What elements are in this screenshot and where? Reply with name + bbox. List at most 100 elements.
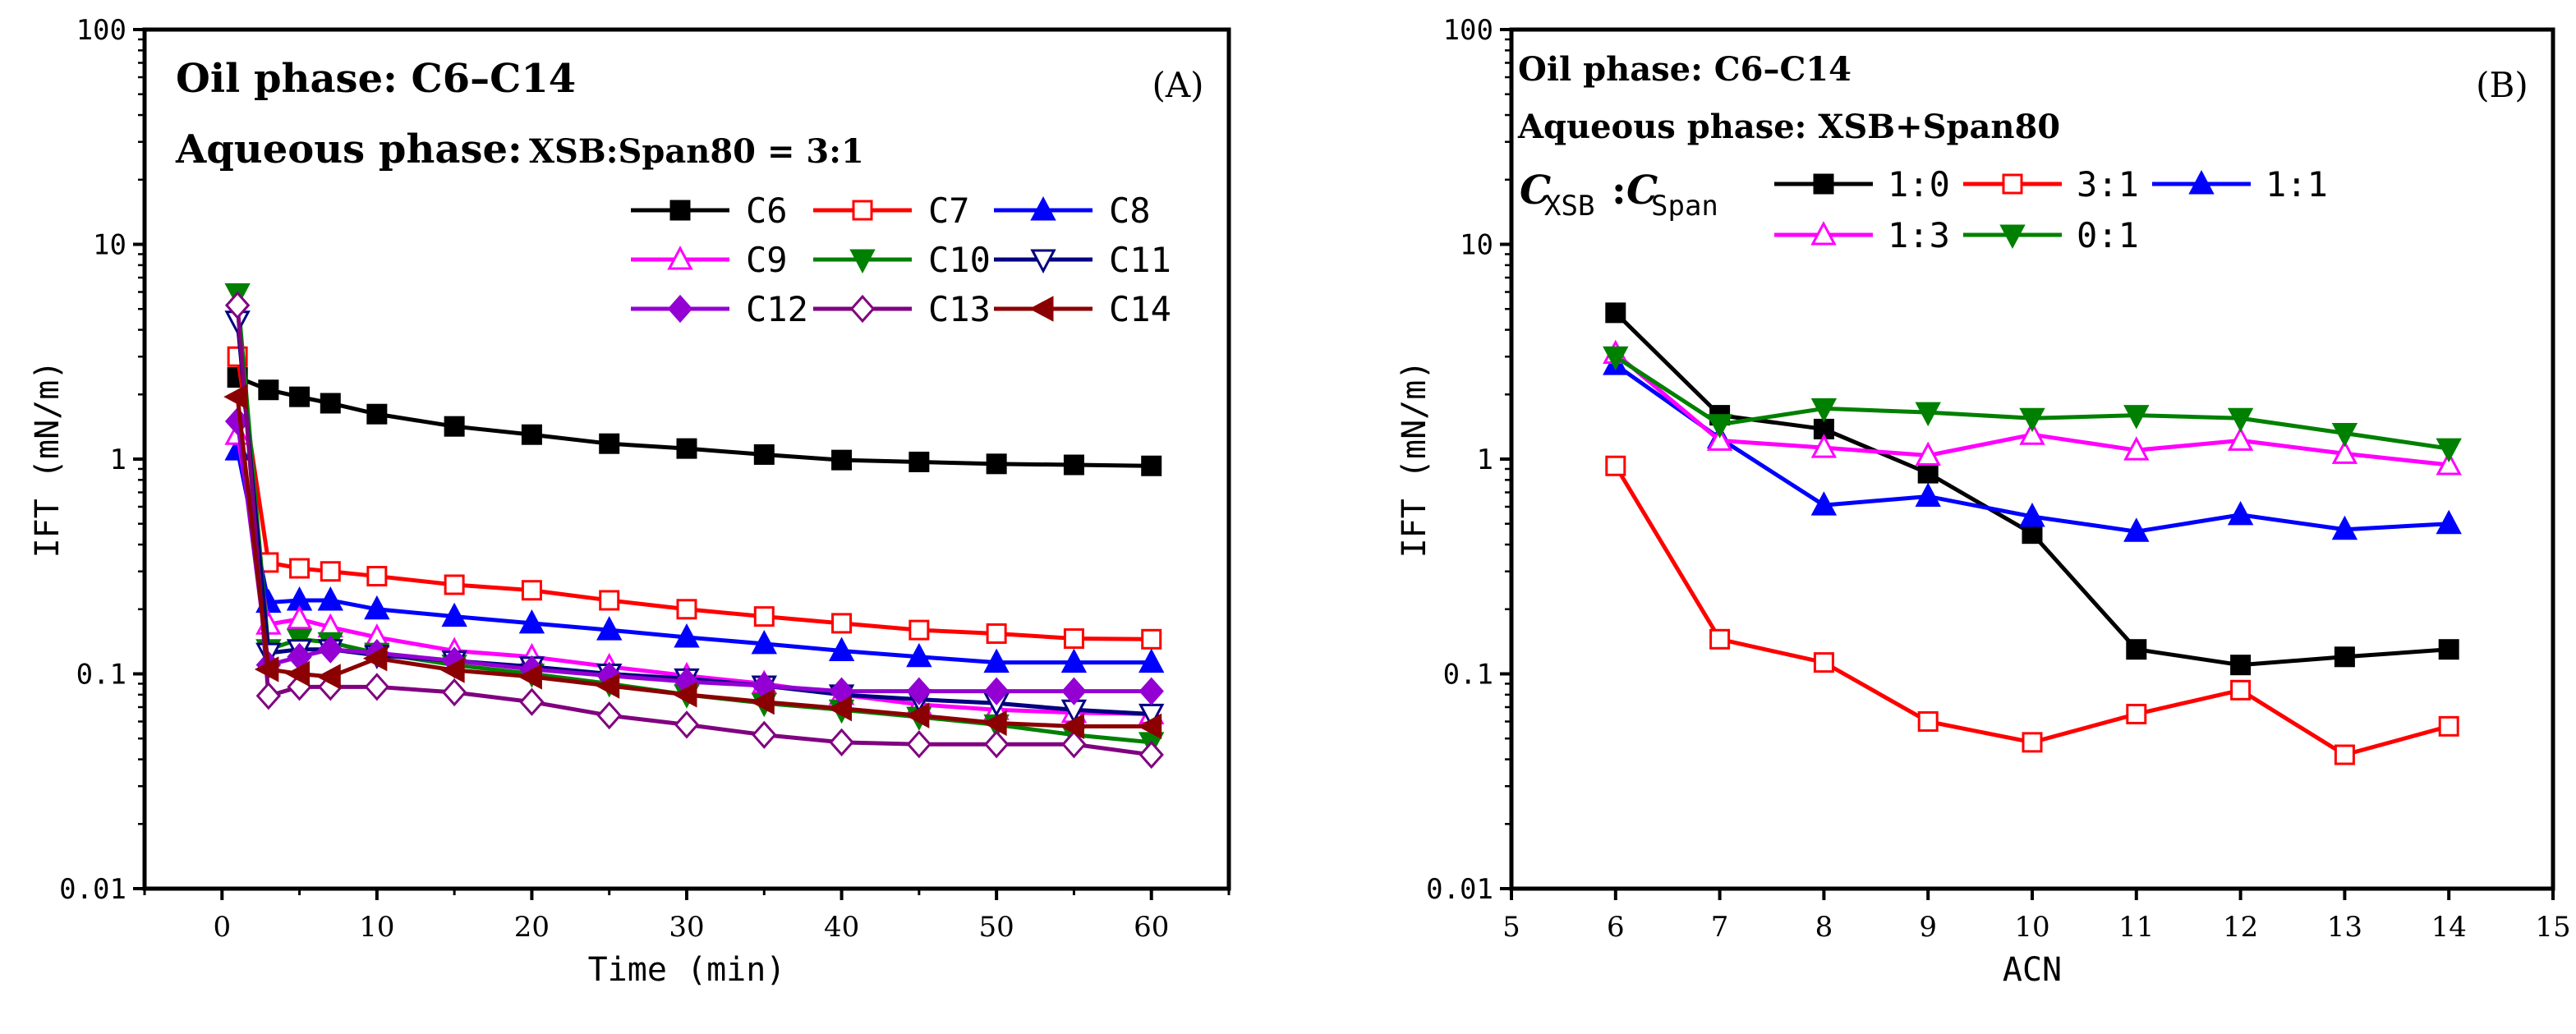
panel-b-x-tick-label: 11 (2118, 911, 2154, 944)
panel-b-series-0-1 (1603, 346, 2462, 463)
ratio-colon: : (1612, 168, 1626, 214)
panel-a-legend-marker (1030, 196, 1056, 221)
panel-a-data-point (258, 379, 279, 401)
panel-a-data-point (1138, 740, 1164, 770)
panel-a-y-tick-label: 0.1 (76, 659, 126, 692)
panel-b-data-point (2019, 407, 2045, 433)
panel-b-chart: 5 6 7 8 9 10 11 12 13 14 15 0.01 0.1 1 10 100 ACN IFT (mN… (1396, 14, 2571, 989)
panel-b-x-tick-label: 10 (2014, 911, 2049, 944)
panel-a-data-point (908, 619, 930, 641)
ratio-span-subscript: Span (1651, 190, 1718, 223)
panel-a-legend-marker (849, 249, 876, 273)
panel-a-data-point (1137, 713, 1162, 740)
panel-b-data-point (2334, 646, 2355, 668)
panel-a-data-point (444, 574, 465, 595)
panel-a-data-point (752, 720, 777, 749)
panel-b-legend-label: 1:1 (2266, 164, 2328, 205)
panel-a-data-point (286, 604, 313, 630)
panel-b-y-tick-label: 10 (1460, 229, 1493, 262)
panel-a-data-point (320, 393, 341, 414)
panel-b-data-point (2230, 655, 2252, 676)
panel-a-legend-label: C9 (746, 240, 788, 280)
panel-a-legend-entry: C10 (813, 240, 991, 280)
panel-a-series-c14 (223, 384, 1162, 740)
panel-a-legend-label: C8 (1109, 191, 1151, 231)
panel-b-data-point (1603, 346, 1629, 371)
panel-a-data-point (521, 580, 542, 601)
panel-a-data-point (906, 677, 932, 705)
panel-b-legend-entry: 1:3 (1774, 215, 1950, 255)
panel-b-data-point (2019, 420, 2045, 445)
panel-a-data-point (827, 695, 853, 722)
panel-a-legend-label: C11 (1109, 240, 1171, 280)
panel-a-data-point (254, 656, 279, 682)
panel-b-data-point (1915, 482, 1941, 507)
panel-a-legend-entry: C12 (631, 289, 808, 329)
panel-a-data-point (982, 710, 1007, 737)
panel-b-y-tick-label: 0.01 (1426, 873, 1493, 906)
panel-a-data-point (599, 590, 620, 611)
panel-b-y-tick-label: 1 (1477, 443, 1493, 476)
panel-b-series-1-0 (1605, 302, 2459, 676)
panel-a-x-axis-label: Time (min) (588, 951, 786, 989)
panel-b-legend-label: 1:3 (1888, 215, 1950, 255)
panel-a-legend-label: C13 (928, 289, 991, 329)
panel-a-data-point (983, 730, 1010, 759)
panel-a-data-point (1060, 713, 1084, 740)
panel-a-y-tick-label: 100 (76, 14, 126, 47)
panel-a-legend-entry: C11 (994, 240, 1171, 280)
panel-a-data-point (1063, 454, 1084, 476)
panel-a-data-point (1061, 677, 1087, 705)
panel-a-x-tick-label: 20 (514, 911, 550, 944)
panel-a-legend-entry: C7 (813, 191, 970, 231)
panel-a-legend-marker (669, 200, 691, 221)
panel-a-data-point (440, 657, 465, 683)
panel-a-data-point (318, 635, 343, 664)
panel-b-data-point (1706, 426, 1733, 451)
panel-b-legend-marker (2188, 170, 2215, 195)
panel-a-data-point (1063, 628, 1084, 650)
panel-b-data-point (2123, 405, 2150, 430)
panel-a-data-point (521, 424, 542, 445)
panel-a-legend-marker (667, 294, 693, 324)
panel-a-data-point (285, 660, 310, 687)
panel-a-data-point (673, 682, 697, 708)
panel-a-data-point (441, 602, 467, 627)
panel-a-legend-label: C7 (928, 191, 970, 231)
panel-a-legend-marker (667, 246, 693, 270)
panel-a-data-point (986, 623, 1007, 644)
panel-a-data-point (255, 682, 282, 710)
panel-b-data-point (1605, 455, 1626, 476)
panel-a-legend-label: C14 (1109, 289, 1171, 329)
panel-a-data-point (1138, 648, 1165, 673)
panel-a-data-point (316, 664, 341, 690)
panel-a-data-point (596, 616, 623, 641)
panel-a-y-tick-label: 10 (93, 229, 126, 262)
panel-a-data-point (676, 438, 697, 459)
panel-b-series-1-1 (1603, 351, 2462, 542)
panel-b-x-tick-label: 8 (1815, 911, 1833, 944)
panel-b-data-point (2227, 426, 2254, 451)
panel-b-data-point (1915, 441, 1941, 466)
panel-b-data-point (1813, 652, 1834, 673)
panel-a-series-c7 (227, 346, 1162, 650)
panel-b-legend-entry: 1:0 (1774, 164, 1950, 205)
panel-b-data-point (2331, 515, 2358, 540)
panel-b-data-point (1810, 491, 1838, 516)
panel-a-data-point (1141, 455, 1162, 476)
panel-a-data-point (751, 629, 777, 655)
panel-a-legend-entry: C13 (813, 289, 991, 329)
panel-a-data-point (753, 443, 775, 465)
panel-a-data-point (986, 453, 1007, 475)
panel-a-chart: 0 10 20 30 40 50 60 0.01 0.1 1 10 100 Time (min) IFT … (29, 14, 1231, 989)
panel-a-series-c6 (227, 367, 1162, 476)
panel-b-data-point (2438, 639, 2459, 660)
panel-b-oil-phase-label: Oil phase: C6–C14 (1518, 50, 1852, 89)
panel-a-data-point (1141, 628, 1162, 650)
panel-b-data-point (2123, 436, 2150, 461)
panel-a-data-point (595, 673, 620, 699)
panel-b-data-point (1706, 414, 1733, 439)
panel-a-data-point (674, 710, 700, 739)
panel-b-data-point (1810, 398, 1838, 423)
panel-a-legend-entry: C6 (631, 191, 788, 231)
